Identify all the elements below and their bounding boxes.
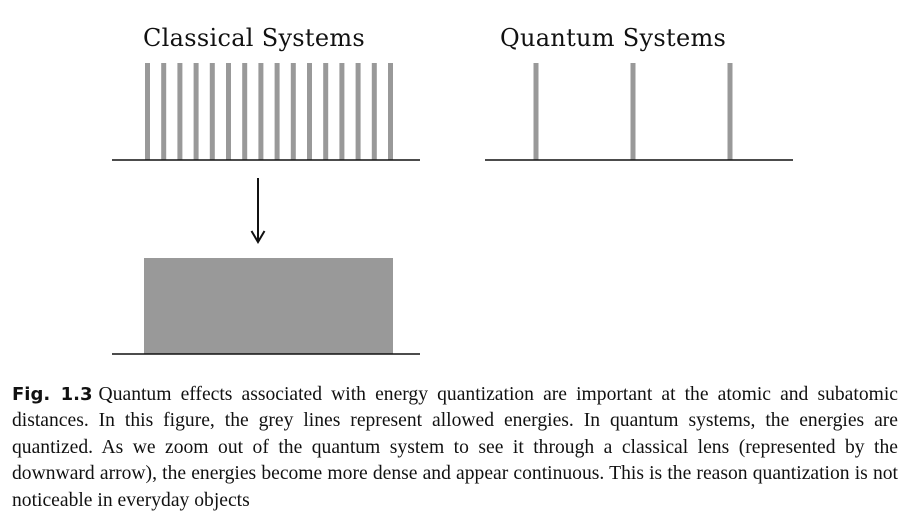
zoom-out-arrow: [250, 178, 266, 244]
quantum-energy-level-line: [727, 63, 733, 160]
classical-energy-level-line: [226, 63, 231, 160]
classical-energy-level-line: [177, 63, 183, 160]
quantum-energy-level-line: [630, 63, 636, 160]
classical-energy-level-line: [209, 63, 215, 160]
classical-energy-level-line: [388, 63, 393, 160]
quantum-energy-levels: [533, 63, 733, 160]
quantum-systems-title: Quantum Systems: [500, 24, 727, 52]
continuous-energy-band: [144, 258, 393, 354]
classical-energy-level-line: [339, 63, 345, 160]
figure-label: Fig. 1.3: [12, 384, 93, 405]
caption-text: Quantum effects associated with energy q…: [12, 384, 898, 511]
classical-energy-level-line: [161, 63, 167, 160]
classical-energy-level-line: [193, 63, 199, 160]
quantum-energy-level-line: [533, 63, 539, 160]
classical-energy-levels: [145, 63, 393, 160]
classical-energy-level-line: [242, 63, 248, 160]
classical-energy-level-line: [355, 63, 361, 160]
energy-diagram: [112, 63, 793, 355]
figure: Classical Systems Quantum Systems: [112, 24, 793, 355]
classical-energy-level-line: [323, 63, 329, 160]
classical-systems-title: Classical Systems: [143, 24, 366, 52]
classical-energy-level-line: [371, 63, 377, 160]
classical-energy-level-line: [307, 63, 312, 160]
figure-caption: Fig. 1.3 Quantum effects associated with …: [12, 382, 898, 514]
arrow-head: [250, 230, 266, 244]
classical-energy-level-line: [274, 63, 280, 160]
classical-energy-level-line: [145, 63, 150, 160]
classical-energy-level-line: [258, 63, 264, 160]
classical-energy-level-line: [290, 63, 296, 160]
